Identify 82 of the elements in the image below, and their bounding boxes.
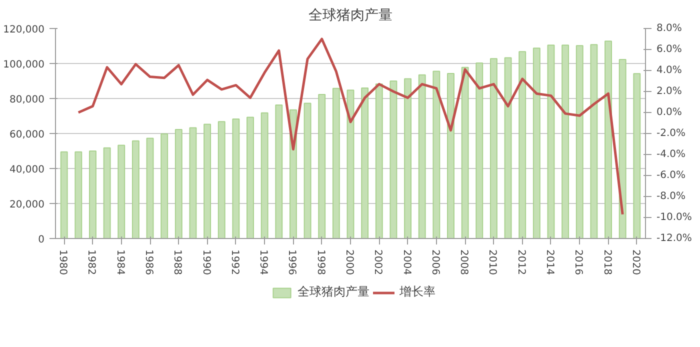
bar — [60, 151, 68, 238]
bar — [432, 70, 440, 238]
bar — [189, 127, 197, 238]
x-tick-label: 2016 — [572, 250, 584, 275]
bar — [518, 51, 526, 238]
bar — [275, 104, 283, 238]
x-tick-label: 1992 — [228, 250, 240, 275]
x-tick-label: 1982 — [86, 250, 97, 275]
bar — [89, 150, 96, 238]
bar — [562, 44, 570, 238]
y2-tick-label: -8.0% — [656, 191, 686, 202]
bar — [618, 58, 626, 238]
bar — [146, 138, 154, 238]
x-tick-label: 2010 — [486, 250, 498, 275]
bar — [375, 83, 383, 238]
x-tick-label: 1980 — [57, 250, 68, 275]
bar — [132, 140, 140, 238]
bar — [418, 74, 426, 238]
y-tick-label: 20,000 — [10, 200, 45, 210]
bar — [318, 94, 326, 238]
x-tick-label: 2008 — [458, 250, 470, 275]
x-tick-label: 1998 — [314, 250, 326, 275]
bar — [160, 133, 168, 238]
bar — [532, 48, 540, 238]
x-tick-label: 2006 — [429, 250, 440, 275]
y2-tick-label: -2.0% — [656, 128, 686, 139]
bar — [332, 88, 340, 238]
bar — [504, 57, 512, 238]
bar — [476, 62, 484, 238]
bar — [604, 40, 612, 238]
bar — [633, 73, 641, 238]
y2-tick-label: 4.0% — [656, 65, 682, 76]
bar — [74, 151, 82, 238]
x-tick-label: 2014 — [544, 250, 555, 275]
y2-tick-label: 8.0% — [656, 23, 682, 34]
bar — [390, 80, 398, 238]
bar — [174, 128, 182, 238]
bar — [404, 78, 412, 238]
y2-tick-label: -10.0% — [656, 212, 692, 223]
bar — [204, 124, 212, 238]
bar — [461, 66, 469, 238]
y-tick-label: 60,000 — [10, 130, 45, 140]
bar — [260, 112, 268, 238]
x-tick-label: 1994 — [258, 250, 269, 275]
x-tick-label: 2002 — [372, 250, 384, 275]
x-tick-label: 1984 — [114, 250, 126, 275]
y2-tick-label: -12.0% — [656, 233, 692, 244]
bar — [304, 102, 312, 238]
y-tick-label: 0 — [38, 234, 45, 246]
x-tick-label: 2018 — [601, 250, 612, 275]
bar — [547, 44, 555, 238]
bar — [246, 116, 254, 238]
x-tick-label: 1988 — [172, 250, 183, 275]
chart-title: 全球猪肉产量 — [308, 8, 392, 24]
y2-tick-label: -4.0% — [656, 149, 686, 160]
x-tick-label: 1986 — [143, 250, 154, 275]
legend-label: 全球猪肉产量 — [298, 284, 370, 300]
x-tick-label: 1996 — [286, 250, 298, 275]
y2-tick-label: 2.0% — [656, 86, 682, 97]
legend-label: 增长率 — [400, 284, 436, 300]
x-tick-label: 2000 — [344, 250, 354, 275]
bar — [118, 144, 126, 238]
bar — [590, 44, 598, 238]
x-tick-label: 2012 — [515, 250, 526, 275]
y2-tick-label: 0.0% — [656, 107, 682, 118]
y-tick-label: 100,000 — [3, 60, 45, 70]
y-tick-label: 40,000 — [10, 164, 45, 176]
bar — [361, 88, 369, 238]
y-tick-label: 120,000 — [3, 24, 45, 36]
y2-tick-label: -6.0% — [656, 170, 686, 181]
line-series — [77, 38, 624, 216]
bar — [218, 121, 226, 238]
y2-tick-label: 6.0% — [656, 44, 682, 55]
y-tick-label: 80,000 — [10, 94, 45, 106]
bar — [576, 45, 584, 238]
x-tick-label: 1990 — [200, 250, 212, 275]
bar — [447, 72, 454, 238]
x-tick-label: 2020 — [630, 250, 641, 275]
bar — [232, 118, 240, 238]
x-tick-label: 2004 — [400, 250, 412, 275]
bar — [490, 58, 498, 238]
bar — [103, 147, 111, 238]
